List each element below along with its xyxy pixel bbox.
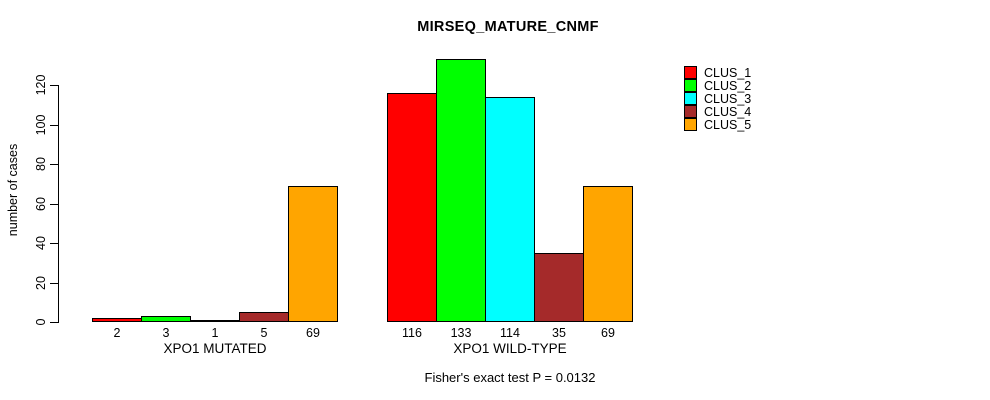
bar-value-label: 69 [601, 326, 615, 340]
legend-item: CLUS_4 [684, 104, 752, 119]
y-tick [50, 322, 58, 323]
legend-item: CLUS_3 [684, 91, 752, 106]
legend-label: CLUS_4 [704, 104, 752, 119]
bar-clus_1-wildtype [387, 93, 437, 322]
y-tick-label: 20 [34, 276, 48, 290]
y-axis-title: number of cases [6, 143, 20, 237]
bar-clus_1-mutated [92, 318, 142, 322]
legend-label: CLUS_3 [704, 91, 752, 106]
legend-item: CLUS_5 [684, 117, 752, 132]
legend-label: CLUS_5 [704, 117, 752, 132]
legend-label: CLUS_2 [704, 78, 752, 93]
bar-clus_2-mutated [141, 316, 191, 322]
bar-value-label: 114 [500, 326, 520, 340]
y-tick [50, 283, 58, 284]
legend-item: CLUS_2 [684, 78, 752, 93]
y-tick-label: 60 [34, 197, 48, 211]
bar-clus_5-wildtype [583, 186, 633, 322]
bar-value-label: 5 [260, 326, 268, 340]
bar-value-label: 133 [450, 326, 472, 340]
bar-clus_3-wildtype [485, 97, 535, 322]
y-tick [50, 243, 58, 244]
y-tick-label: 120 [34, 74, 48, 96]
y-tick-label: 100 [34, 114, 48, 136]
legend-swatch [684, 92, 697, 105]
bar-value-label: 2 [113, 326, 121, 340]
bar-value-label: 116 [402, 326, 422, 340]
bar-clus_5-mutated [288, 186, 338, 322]
bar-clus_4-mutated [239, 312, 289, 322]
y-tick [50, 85, 58, 86]
y-tick [50, 204, 58, 205]
y-axis-line [58, 85, 59, 323]
legend-swatch [684, 66, 697, 79]
y-tick-label: 40 [34, 236, 48, 250]
bar-value-label: 3 [162, 326, 170, 340]
bar-value-label: 35 [552, 326, 566, 340]
x-axis-group-label: XPO1 MUTATED [163, 341, 267, 356]
y-tick-label: 0 [34, 318, 48, 326]
y-tick [50, 125, 58, 126]
legend: CLUS_1 CLUS_2 CLUS_3 CLUS_4 CLUS_5 [684, 65, 752, 132]
legend-swatch [684, 105, 697, 118]
legend-label: CLUS_1 [704, 65, 752, 80]
legend-item: CLUS_1 [684, 65, 752, 80]
y-tick [50, 164, 58, 165]
chart-title: MIRSEQ_MATURE_CNMF [417, 19, 599, 35]
x-axis-group-label: XPO1 WILD-TYPE [453, 341, 567, 356]
bar-value-label: 1 [211, 326, 219, 340]
bar-clus_3-mutated [190, 320, 240, 322]
bar-clus_2-wildtype [436, 59, 486, 322]
legend-swatch [684, 118, 697, 131]
bar-value-label: 69 [306, 326, 320, 340]
legend-swatch [684, 79, 697, 92]
y-tick-label: 80 [34, 157, 48, 171]
footnote-pvalue: Fisher's exact test P = 0.0132 [424, 370, 596, 385]
bar-clus_4-wildtype [534, 253, 584, 322]
